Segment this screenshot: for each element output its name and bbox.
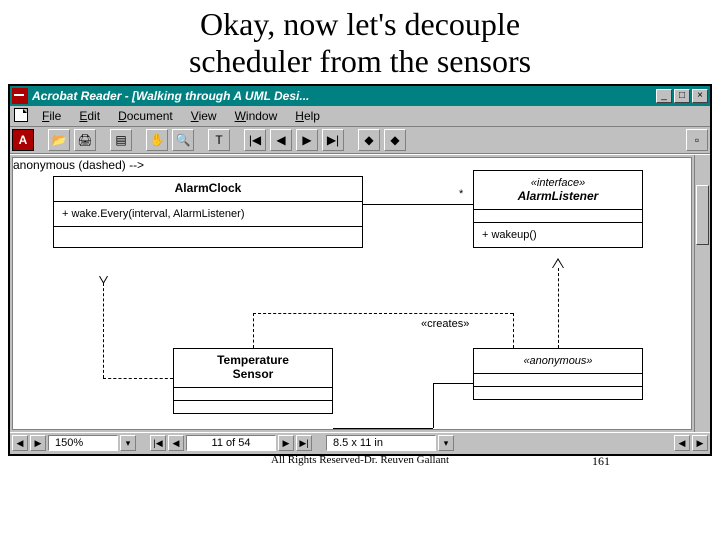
class-empty bbox=[174, 401, 332, 413]
zoom-field[interactable]: 150% bbox=[48, 435, 118, 451]
title-bar: Acrobat Reader - [Walking through A UML … bbox=[10, 86, 710, 106]
multiplicity-label: * bbox=[459, 188, 463, 200]
menu-view[interactable]: View bbox=[187, 108, 221, 124]
class-name: AlarmClock bbox=[54, 177, 362, 201]
status-bar: ◀ ▶ 150% ▾ |◀ ◀ 11 of 54 ▶ ▶| 8.5 x 11 i… bbox=[10, 432, 710, 454]
uml-diagram: AlarmClock + wake.Every(interval, AlarmL… bbox=[12, 157, 692, 430]
class-empty bbox=[474, 210, 642, 222]
class-name: «anonymous» bbox=[474, 349, 642, 373]
slide-page-number: 161 bbox=[592, 454, 610, 469]
class-operation: + wake.Every(interval, AlarmListener) bbox=[54, 202, 362, 226]
minimize-button[interactable]: _ bbox=[656, 89, 672, 103]
dep-line bbox=[253, 313, 254, 348]
class-empty bbox=[474, 387, 642, 399]
zoom-dropdown-icon[interactable]: ▾ bbox=[120, 435, 136, 451]
sb-nav-left-icon[interactable]: ◀ bbox=[12, 435, 28, 451]
class-name: Temperature Sensor bbox=[174, 349, 332, 387]
class-name: «interface» AlarmListener bbox=[474, 171, 642, 209]
assoc-line bbox=[363, 204, 473, 205]
class-temperature-sensor: Temperature Sensor bbox=[173, 348, 333, 414]
adobe-logo-icon: A bbox=[12, 129, 34, 151]
doc-menu-icon[interactable] bbox=[14, 108, 28, 122]
slide-footer: All Rights Reserved-Dr. Reuven Gallant 1… bbox=[0, 454, 720, 466]
thumbnails-icon[interactable]: ▤ bbox=[110, 129, 132, 151]
hand-tool-icon[interactable]: ✋ bbox=[146, 129, 168, 151]
next-view-icon[interactable]: ◆ bbox=[384, 129, 406, 151]
document-area: AlarmClock + wake.Every(interval, AlarmL… bbox=[10, 154, 710, 432]
prev-page-icon[interactable]: ◀ bbox=[270, 129, 292, 151]
open-icon[interactable]: 📂 bbox=[48, 129, 70, 151]
page-mode-icon[interactable]: ▫ bbox=[686, 129, 708, 151]
first-page-icon[interactable]: |◀ bbox=[244, 129, 266, 151]
page-field[interactable]: 11 of 54 bbox=[186, 435, 276, 451]
menu-edit[interactable]: Edit bbox=[75, 108, 104, 124]
scroll-thumb[interactable] bbox=[696, 185, 709, 245]
next-page-icon[interactable]: ▶ bbox=[296, 129, 318, 151]
close-button[interactable]: × bbox=[692, 89, 708, 103]
class-operation: + wakeup() bbox=[474, 223, 642, 247]
assoc-line bbox=[333, 428, 433, 429]
acrobat-window: Acrobat Reader - [Walking through A UML … bbox=[8, 84, 712, 456]
class-empty bbox=[474, 374, 642, 386]
window-title: Acrobat Reader - [Walking through A UML … bbox=[32, 89, 654, 103]
class-anonymous: «anonymous» bbox=[473, 348, 643, 400]
class-empty bbox=[54, 227, 362, 247]
class-empty bbox=[174, 388, 332, 400]
vertical-scrollbar[interactable] bbox=[694, 155, 710, 432]
hscroll-right-icon[interactable]: ▶ bbox=[692, 435, 708, 451]
dep-line bbox=[253, 313, 513, 314]
menu-file[interactable]: File bbox=[38, 108, 65, 124]
menu-window[interactable]: Window bbox=[231, 108, 282, 124]
hollow-arrow-icon bbox=[552, 258, 562, 268]
next-page-sb-icon[interactable]: ▶ bbox=[278, 435, 294, 451]
dep-line bbox=[513, 313, 514, 348]
maximize-button[interactable]: □ bbox=[674, 89, 690, 103]
menu-document[interactable]: Document bbox=[114, 108, 177, 124]
toolbar: A 📂 🖨 ▤ ✋ 🔍 T |◀ ◀ ▶ ▶| ◆ ◆ ▫ bbox=[10, 127, 710, 154]
interface-alarm-listener: «interface» AlarmListener + wakeup() bbox=[473, 170, 643, 248]
prev-view-icon[interactable]: ◆ bbox=[358, 129, 380, 151]
slide-title: Okay, now let's decouple scheduler from … bbox=[0, 0, 720, 82]
sb-nav-right-icon[interactable]: ▶ bbox=[30, 435, 46, 451]
assoc-line bbox=[433, 383, 434, 428]
assoc-line bbox=[433, 383, 473, 384]
page-size-field: 8.5 x 11 in bbox=[326, 435, 436, 451]
last-page-sb-icon[interactable]: ▶| bbox=[296, 435, 312, 451]
zoom-tool-icon[interactable]: 🔍 bbox=[172, 129, 194, 151]
print-icon[interactable]: 🖨 bbox=[74, 129, 96, 151]
first-page-sb-icon[interactable]: |◀ bbox=[150, 435, 166, 451]
size-dropdown-icon[interactable]: ▾ bbox=[438, 435, 454, 451]
class-alarm-clock: AlarmClock + wake.Every(interval, AlarmL… bbox=[53, 176, 363, 248]
last-page-icon[interactable]: ▶| bbox=[322, 129, 344, 151]
menu-help[interactable]: Help bbox=[291, 108, 324, 124]
dep-line bbox=[103, 283, 104, 378]
prev-page-sb-icon[interactable]: ◀ bbox=[168, 435, 184, 451]
text-select-icon[interactable]: T bbox=[208, 129, 230, 151]
hscroll-left-icon[interactable]: ◀ bbox=[674, 435, 690, 451]
pdf-icon bbox=[12, 88, 28, 104]
creates-label: «creates» bbox=[421, 318, 469, 330]
menu-bar: File Edit Document View Window Help bbox=[10, 106, 710, 127]
realization-line bbox=[558, 268, 559, 348]
dep-line bbox=[103, 378, 173, 379]
